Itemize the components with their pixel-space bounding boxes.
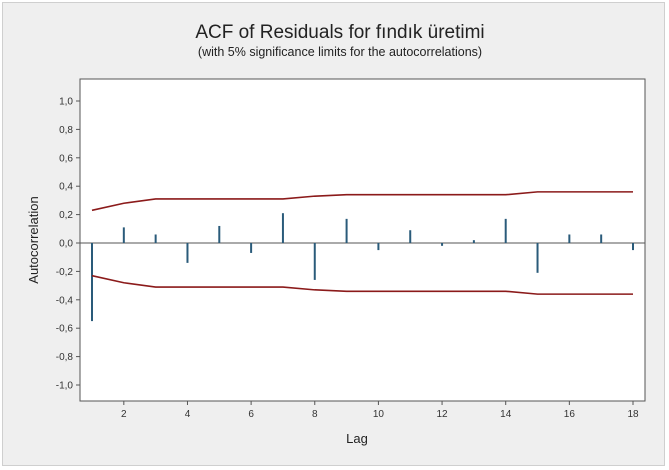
x-tick-label: 12 bbox=[436, 409, 448, 420]
significance-limits bbox=[91, 191, 633, 295]
y-tick-label: 1,0 bbox=[59, 97, 73, 108]
y-tick-label: 0,0 bbox=[59, 239, 73, 250]
y-tick-label: 0,6 bbox=[59, 153, 73, 164]
y-tick-label: -1,0 bbox=[56, 381, 74, 392]
chart-subtitle: (with 5% significance limits for the aut… bbox=[198, 45, 482, 59]
acf-bars bbox=[80, 213, 645, 322]
plot-area bbox=[79, 78, 646, 402]
y-tick-label: -0,4 bbox=[56, 295, 74, 306]
y-tick-label: 0,8 bbox=[59, 125, 73, 136]
y-tick-label: -0,6 bbox=[56, 324, 74, 335]
x-axis: 2 4 6 8 10 12 14 16 18 bbox=[121, 401, 639, 420]
y-tick-label: 0,4 bbox=[59, 182, 73, 193]
y-axis: 1,0 0,8 0,6 0,4 0,2 0,0 -0,2 -0,4 -0,6 -0,8 -1,0 bbox=[56, 97, 80, 392]
x-tick-label: 4 bbox=[185, 409, 191, 420]
x-tick-label: 18 bbox=[627, 409, 639, 420]
lower-significance-limit bbox=[91, 274, 633, 295]
x-tick-label: 2 bbox=[121, 409, 127, 420]
x-tick-label: 6 bbox=[248, 409, 254, 420]
upper-significance-limit bbox=[91, 191, 633, 212]
x-tick-label: 14 bbox=[500, 409, 512, 420]
y-tick-label: 0,2 bbox=[59, 210, 73, 221]
y-axis-label: Autocorrelation bbox=[26, 196, 41, 283]
y-tick-label: -0,8 bbox=[56, 352, 74, 363]
x-axis-label: Lag bbox=[346, 431, 368, 446]
x-tick-label: 16 bbox=[564, 409, 576, 420]
x-tick-label: 10 bbox=[373, 409, 385, 420]
chart-title: ACF of Residuals for fındık üretimi bbox=[195, 22, 484, 43]
x-tick-label: 8 bbox=[312, 409, 318, 420]
y-tick-label: -0,2 bbox=[56, 267, 74, 278]
